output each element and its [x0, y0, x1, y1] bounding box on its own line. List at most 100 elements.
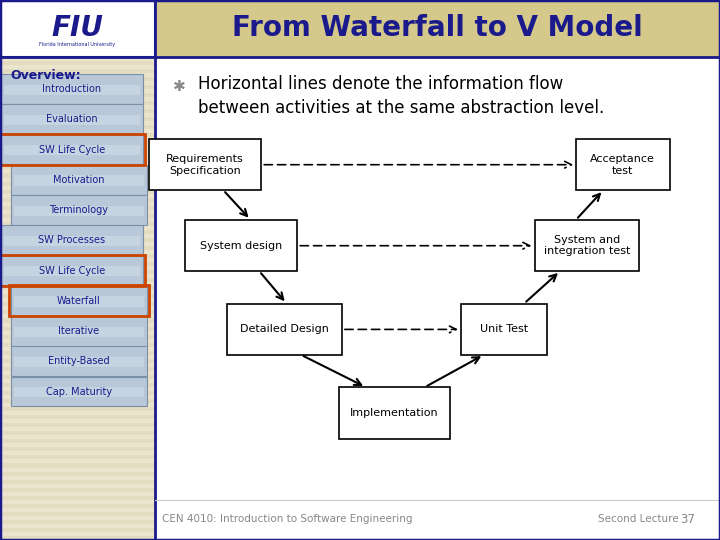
Bar [0, 327, 155, 330]
FancyBboxPatch shape [11, 195, 147, 225]
Text: Horizontal lines denote the information flow: Horizontal lines denote the information … [198, 75, 563, 93]
Bar [0, 278, 155, 282]
Bar [0, 133, 155, 137]
Bar [0, 270, 155, 274]
Bar [0, 536, 155, 540]
Bar [0, 190, 155, 194]
Bar [0, 238, 155, 242]
Bar [0, 101, 155, 105]
Bar [0, 57, 155, 540]
Text: System and
integration test: System and integration test [544, 235, 630, 256]
Bar [0, 77, 155, 81]
Text: Introduction: Introduction [42, 84, 102, 94]
Bar [0, 343, 155, 347]
FancyBboxPatch shape [11, 165, 147, 195]
Text: From Waterfall to V Model: From Waterfall to V Model [232, 15, 643, 42]
FancyBboxPatch shape [1, 134, 143, 164]
Bar [0, 488, 155, 491]
Text: Entity-Based: Entity-Based [48, 356, 109, 366]
Bar [0, 447, 155, 451]
FancyBboxPatch shape [4, 145, 140, 156]
Bar [0, 69, 155, 73]
Text: Motivation: Motivation [53, 175, 104, 185]
Bar [0, 157, 155, 161]
Bar [0, 125, 155, 129]
Bar [0, 109, 155, 113]
Bar [0, 423, 155, 427]
Bar [0, 262, 155, 266]
Bar [0, 286, 155, 291]
FancyBboxPatch shape [11, 347, 147, 376]
FancyBboxPatch shape [11, 286, 147, 315]
FancyBboxPatch shape [1, 105, 143, 134]
FancyBboxPatch shape [1, 255, 143, 286]
Bar [0, 0, 155, 57]
Bar [461, 303, 547, 355]
Text: Overview:: Overview: [11, 69, 81, 82]
Bar [0, 335, 155, 339]
Bar [0, 440, 155, 443]
Bar [0, 375, 155, 379]
Bar [0, 310, 155, 314]
FancyBboxPatch shape [11, 316, 147, 346]
Bar [227, 303, 342, 355]
Text: System design: System design [200, 241, 282, 251]
FancyBboxPatch shape [1, 74, 143, 104]
Bar [155, 57, 720, 540]
Text: FIU: FIU [51, 15, 104, 42]
Text: 37: 37 [680, 513, 695, 526]
Bar [0, 141, 155, 145]
Text: Iterative: Iterative [58, 326, 99, 336]
Bar [0, 117, 155, 121]
Bar [0, 165, 155, 170]
Bar [0, 415, 155, 419]
FancyBboxPatch shape [1, 226, 143, 255]
FancyBboxPatch shape [14, 387, 144, 397]
Text: ✱: ✱ [173, 79, 186, 94]
Text: SW Processes: SW Processes [38, 235, 106, 245]
Bar [186, 220, 297, 271]
FancyBboxPatch shape [14, 327, 144, 337]
Text: Implementation: Implementation [350, 408, 439, 418]
Text: Evaluation: Evaluation [46, 114, 98, 124]
Bar [0, 431, 155, 435]
Bar [0, 480, 155, 484]
Text: Cap. Maturity: Cap. Maturity [46, 387, 112, 396]
Bar [0, 302, 155, 306]
Text: Waterfall: Waterfall [57, 296, 101, 306]
Bar [0, 85, 155, 89]
FancyBboxPatch shape [14, 296, 144, 307]
Bar [0, 93, 155, 97]
Bar [576, 139, 670, 191]
Text: Florida International University: Florida International University [40, 42, 115, 47]
Bar [0, 0, 720, 57]
Text: Terminology: Terminology [50, 205, 108, 215]
Bar [0, 504, 155, 508]
Text: Requirements
Specification: Requirements Specification [166, 154, 244, 176]
FancyBboxPatch shape [14, 357, 144, 367]
Bar [0, 181, 155, 186]
Bar [0, 319, 155, 322]
Bar [0, 254, 155, 258]
Bar [0, 206, 155, 210]
FancyBboxPatch shape [4, 115, 140, 125]
Bar [0, 359, 155, 363]
Bar [0, 294, 155, 298]
Bar [0, 60, 155, 65]
Bar [0, 496, 155, 500]
Bar [0, 230, 155, 234]
Text: Unit Test: Unit Test [480, 325, 528, 334]
Bar [0, 150, 155, 153]
Text: SW Life Cycle: SW Life Cycle [39, 266, 105, 275]
Bar [0, 520, 155, 524]
Bar [0, 463, 155, 468]
FancyBboxPatch shape [4, 85, 140, 95]
Bar [0, 198, 155, 202]
Bar [534, 220, 639, 271]
FancyBboxPatch shape [14, 206, 144, 216]
Bar [0, 407, 155, 411]
Bar [0, 528, 155, 532]
Bar [0, 222, 155, 226]
FancyBboxPatch shape [4, 236, 140, 246]
Bar [150, 139, 261, 191]
